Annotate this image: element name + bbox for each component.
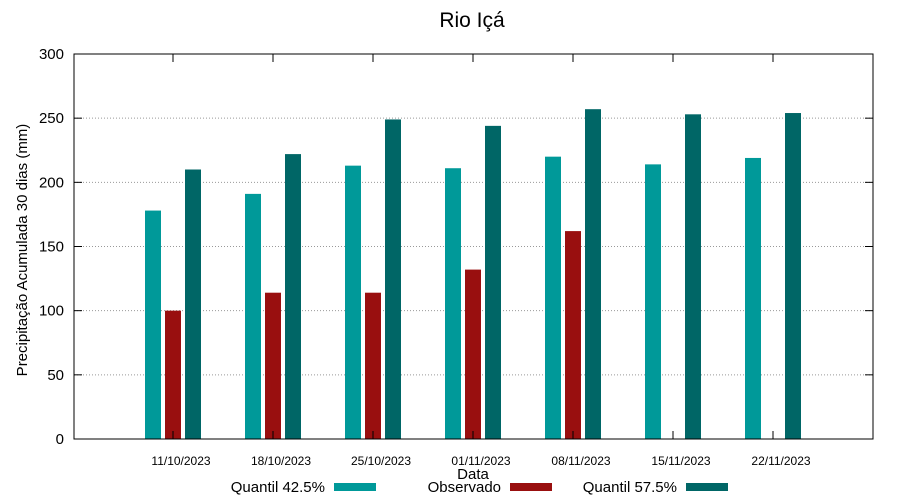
x-axis-label: Data (457, 466, 489, 483)
bar-observado (565, 231, 581, 439)
x-tick-label: 15/11/2023 (651, 454, 710, 468)
bar-observado (165, 310, 181, 439)
y-tick-label: 250 (39, 110, 64, 127)
bar-observado (365, 292, 381, 439)
bar-quantil-57-5 (185, 169, 201, 439)
x-tick-label: 25/10/2023 (351, 454, 411, 468)
axis-ticks: 0 50 100 150 200 250 300 11/10/2023 18/10/2023 25… (39, 46, 873, 468)
legend-label: Quantil 57.5% (583, 479, 677, 496)
bar-quantil-42-5 (545, 156, 561, 439)
x-tick-label: 08/11/2023 (551, 454, 610, 468)
bar-quantil-42-5 (145, 210, 161, 439)
bar-quantil-57-5 (285, 154, 301, 439)
legend: Quantil 42.5% Observado Quantil 57.5% (231, 479, 728, 496)
bar-quantil-42-5 (345, 165, 361, 439)
legend-swatch (686, 483, 728, 491)
bar-quantil-57-5 (485, 125, 501, 439)
y-tick-label: 300 (39, 46, 64, 63)
y-tick-label: 50 (47, 367, 64, 384)
bar-quantil-42-5 (745, 157, 761, 439)
bar-quantil-42-5 (645, 164, 661, 439)
legend-swatch (510, 483, 552, 491)
y-tick-label: 100 (39, 303, 64, 320)
x-tick-label: 11/10/2023 (151, 454, 210, 468)
bar-quantil-42-5 (445, 168, 461, 439)
x-tick-label: 18/10/2023 (251, 454, 311, 468)
bars (145, 109, 801, 440)
x-tick-label: 22/11/2023 (751, 454, 810, 468)
x-tick-label: 01/11/2023 (451, 454, 510, 468)
y-axis-label: Precipitação Acumulada 30 dias (mm) (14, 124, 31, 377)
legend-label: Quantil 42.5% (231, 479, 325, 496)
y-tick-label: 200 (39, 174, 64, 191)
bar-quantil-57-5 (785, 113, 801, 440)
bar-quantil-57-5 (585, 109, 601, 439)
bar-observado (265, 292, 281, 439)
legend-label: Observado (428, 479, 501, 496)
legend-swatch (334, 483, 376, 491)
y-tick-label: 0 (56, 431, 64, 448)
y-tick-label: 150 (39, 239, 64, 256)
bar-quantil-57-5 (685, 114, 701, 440)
chart-title: Rio Içá (439, 9, 505, 32)
bar-observado (465, 269, 481, 439)
bar-quantil-42-5 (245, 193, 261, 439)
bar-quantil-57-5 (385, 119, 401, 439)
